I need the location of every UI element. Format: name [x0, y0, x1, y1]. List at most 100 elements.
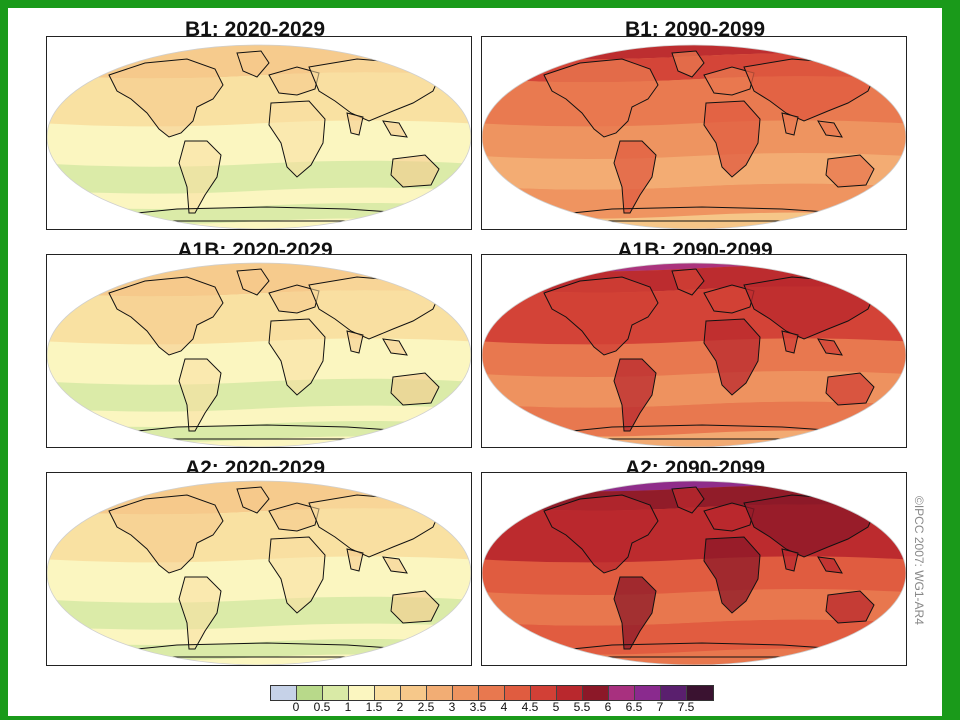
colorbar-tick-label: 4 [500, 700, 508, 714]
map-outline [47, 262, 471, 447]
map-outline [482, 262, 906, 447]
anomaly-band [47, 378, 471, 412]
colorbar-swatch [323, 686, 349, 700]
colorbar-swatch [687, 686, 713, 700]
coastline-north-america [108, 276, 224, 356]
colorbar-swatch [609, 686, 635, 700]
map-outline [47, 44, 471, 229]
coastline-europe [268, 502, 320, 532]
colorbar-swatch [531, 686, 557, 700]
coastline-india [781, 330, 799, 354]
colorbar-swatch [505, 686, 531, 700]
panel-title-b1-2090: B1: 2090-2099 [624, 18, 766, 41]
colorbar-swatch [401, 686, 427, 700]
colorbar-tick-label: 3.5 [469, 700, 487, 714]
colorbar-tick-label: 6.5 [625, 700, 643, 714]
coastline-south-america [178, 140, 222, 214]
coastline-india [781, 112, 799, 136]
coastline-se-asia [382, 120, 408, 138]
colorbar-swatch [557, 686, 583, 700]
colorbar-swatch [583, 686, 609, 700]
coastline-india [781, 548, 799, 572]
colorbar-tick-label: 7.5 [677, 700, 695, 714]
coastline-south-america [613, 576, 657, 650]
coastline-greenland [236, 50, 270, 78]
coastline-africa [703, 536, 761, 614]
map-a1b-2020 [46, 254, 472, 448]
colorbar-swatch [635, 686, 661, 700]
coastline-europe [703, 66, 755, 96]
map-b1-2020 [46, 36, 472, 230]
anomaly-band [482, 589, 906, 626]
colorbar-tick-label: 6 [604, 700, 612, 714]
slide: B1: 2020-2029 B1: 2090-2099 A1B: 2020-20… [8, 8, 942, 716]
coastline-greenland [671, 268, 705, 296]
coastline-south-america [178, 576, 222, 650]
coastline-greenland [671, 50, 705, 78]
coastline-india [346, 112, 364, 136]
coastline-se-asia [817, 556, 843, 574]
map-projection [482, 44, 906, 229]
colorbar-tick-label: 2 [396, 700, 404, 714]
colorbar-tick-label: 1.5 [365, 700, 383, 714]
colorbar-swatch [297, 686, 323, 700]
map-outline [482, 480, 906, 665]
coastline-africa [268, 318, 326, 396]
coastline-australia [825, 154, 875, 188]
coastline-north-america [108, 494, 224, 574]
anomaly-band [47, 596, 471, 630]
map-b1-2090 [481, 36, 907, 230]
colorbar-tick-label: 4.5 [521, 700, 539, 714]
colorbar-tick-label: 2.5 [417, 700, 435, 714]
colorbar-tick-label: 5 [552, 700, 560, 714]
map-a2-2020 [46, 472, 472, 666]
coastline-greenland [671, 486, 705, 514]
ipcc-credit: ©IPCC 2007: WG1-AR4 [912, 496, 926, 625]
map-a1b-2090 [481, 254, 907, 448]
coastline-australia [825, 590, 875, 624]
colorbar-swatch [375, 686, 401, 700]
panel-title-b1-2020: B1: 2020-2029 [184, 18, 326, 41]
coastline-australia [390, 590, 440, 624]
coastline-india [346, 330, 364, 354]
coastline-se-asia [382, 556, 408, 574]
colorbar-swatch [427, 686, 453, 700]
map-projection [47, 262, 471, 447]
coastline-north-america [108, 58, 224, 138]
map-projection [482, 480, 906, 665]
anomaly-band [482, 371, 906, 408]
map-projection [47, 480, 471, 665]
colorbar-tick-label: 3 [448, 700, 456, 714]
coastline-greenland [236, 268, 270, 296]
coastline-africa [268, 536, 326, 614]
coastline-greenland [236, 486, 270, 514]
map-projection [47, 44, 471, 229]
colorbar-swatch [661, 686, 687, 700]
colorbar-swatch [479, 686, 505, 700]
map-projection [482, 262, 906, 447]
coastline-africa [703, 318, 761, 396]
coastline-south-america [613, 358, 657, 432]
colorbar-tick-label: 7 [656, 700, 664, 714]
colorbar-swatch [271, 686, 297, 700]
map-outline [482, 44, 906, 229]
colorbar [270, 685, 714, 701]
colorbar-tick-label: 5.5 [573, 700, 591, 714]
coastline-south-america [178, 358, 222, 432]
coastline-north-america [543, 276, 659, 356]
colorbar-tick-label: 0.5 [313, 700, 331, 714]
coastline-australia [390, 154, 440, 188]
coastline-europe [703, 502, 755, 532]
coastline-se-asia [382, 338, 408, 356]
coastline-north-america [543, 58, 659, 138]
coastline-australia [390, 372, 440, 406]
coastline-india [346, 548, 364, 572]
coastline-se-asia [817, 120, 843, 138]
coastline-se-asia [817, 338, 843, 356]
anomaly-band [482, 153, 906, 190]
colorbar-tick-label: 0 [292, 700, 300, 714]
map-a2-2090 [481, 472, 907, 666]
coastline-europe [268, 284, 320, 314]
map-outline [47, 480, 471, 665]
coastline-europe [703, 284, 755, 314]
